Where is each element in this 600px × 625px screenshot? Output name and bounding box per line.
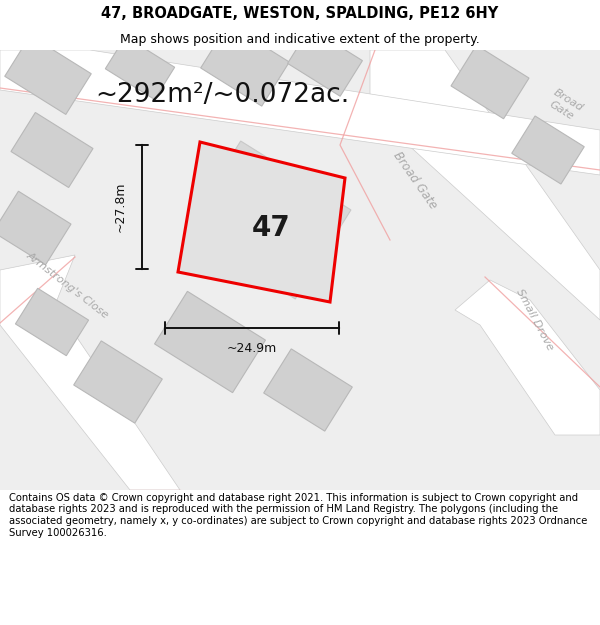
Text: Broad Gate: Broad Gate	[391, 149, 440, 211]
Polygon shape	[185, 141, 351, 299]
Polygon shape	[5, 36, 91, 114]
Polygon shape	[155, 291, 265, 392]
Polygon shape	[263, 349, 352, 431]
Polygon shape	[451, 45, 529, 119]
Text: Armstrong's Close: Armstrong's Close	[25, 250, 111, 320]
Polygon shape	[200, 24, 289, 106]
Polygon shape	[0, 50, 600, 175]
Text: 47, BROADGATE, WESTON, SPALDING, PE12 6HY: 47, BROADGATE, WESTON, SPALDING, PE12 6H…	[101, 6, 499, 21]
Text: ~27.8m: ~27.8m	[113, 182, 127, 232]
Polygon shape	[0, 255, 180, 490]
Text: Small Drove: Small Drove	[515, 288, 556, 352]
Text: Broad
Gate: Broad Gate	[545, 87, 585, 123]
Polygon shape	[16, 288, 89, 356]
Text: ~24.9m: ~24.9m	[227, 341, 277, 354]
Text: Map shows position and indicative extent of the property.: Map shows position and indicative extent…	[120, 32, 480, 46]
Polygon shape	[455, 280, 600, 435]
Polygon shape	[74, 341, 163, 423]
Polygon shape	[287, 28, 362, 96]
Text: 47: 47	[252, 214, 290, 243]
Polygon shape	[178, 142, 345, 302]
Text: ~292m²/~0.072ac.: ~292m²/~0.072ac.	[95, 82, 349, 108]
Polygon shape	[370, 50, 600, 320]
Polygon shape	[0, 191, 71, 265]
Polygon shape	[106, 36, 175, 99]
Text: Contains OS data © Crown copyright and database right 2021. This information is : Contains OS data © Crown copyright and d…	[9, 492, 587, 538]
Polygon shape	[11, 112, 93, 188]
Polygon shape	[512, 116, 584, 184]
